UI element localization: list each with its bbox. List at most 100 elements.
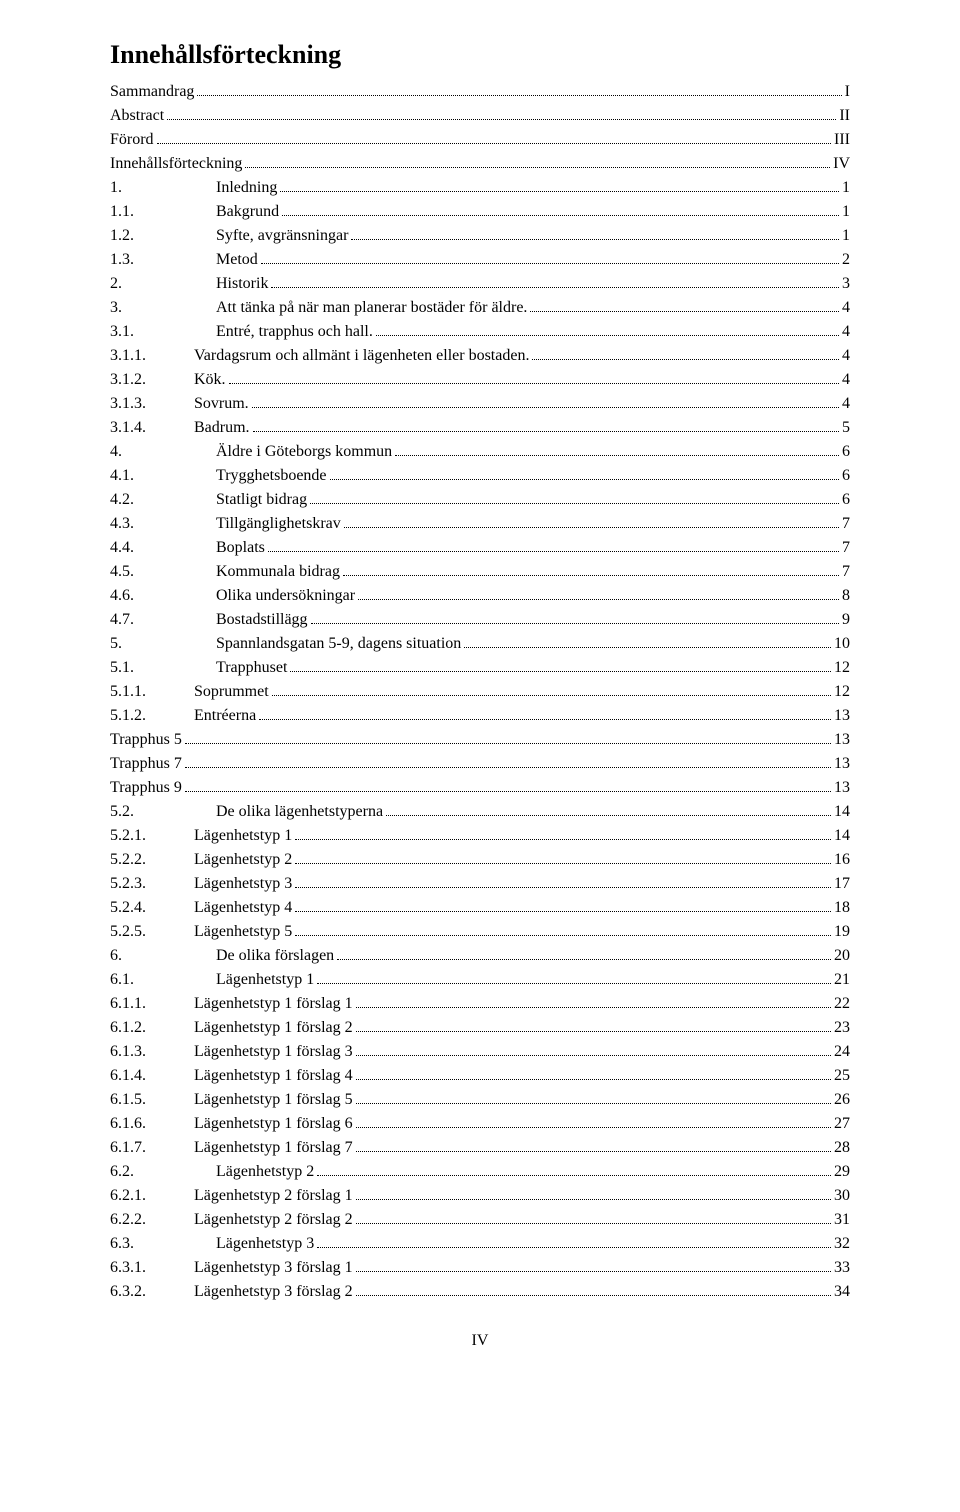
toc-entry: 1.3.Metod2 [110, 248, 850, 272]
toc-entry: 4.5.Kommunala bidrag7 [110, 560, 850, 584]
toc-number: 6.1.7. [110, 1136, 176, 1160]
toc-page: 21 [834, 968, 850, 992]
toc-leader-dots [317, 1247, 831, 1248]
toc-entry: 5.2.3.Lägenhetstyp 317 [110, 872, 850, 896]
toc-leader-dots [356, 1079, 831, 1080]
toc-page: 4 [842, 296, 850, 320]
toc-leader-dots [356, 1223, 831, 1224]
toc-entry: 6.1.2.Lägenhetstyp 1 förslag 223 [110, 1016, 850, 1040]
toc-entry: 4.Äldre i Göteborgs kommun6 [110, 440, 850, 464]
toc-label: Abstract [110, 104, 164, 128]
toc-label: Statligt bidrag [216, 488, 307, 512]
page-title: Innehållsförteckning [110, 40, 850, 70]
toc-leader-dots [386, 815, 831, 816]
toc-label: Lägenhetstyp 1 förslag 7 [194, 1136, 353, 1160]
toc-page: 17 [834, 872, 850, 896]
toc-number: 5.1. [110, 656, 176, 680]
toc-leader-dots [356, 1055, 831, 1056]
toc-page: 12 [834, 680, 850, 704]
toc-number: 6.2.2. [110, 1208, 176, 1232]
toc-leader-dots [376, 335, 839, 336]
toc-leader-dots [395, 455, 839, 456]
toc-leader-dots [295, 887, 831, 888]
toc-entry: 3.1.2.Kök.4 [110, 368, 850, 392]
toc-leader-dots [317, 983, 831, 984]
toc-leader-dots [351, 239, 839, 240]
toc-leader-dots [185, 743, 831, 744]
toc-number: 4.7. [110, 608, 176, 632]
toc-entry: 4.6.Olika undersökningar8 [110, 584, 850, 608]
toc-leader-dots [330, 479, 839, 480]
toc-entry: 6.1.6.Lägenhetstyp 1 förslag 627 [110, 1112, 850, 1136]
toc-label: Kommunala bidrag [216, 560, 340, 584]
toc-number: 6.1. [110, 968, 176, 992]
toc-page: III [834, 128, 850, 152]
toc-leader-dots [280, 191, 839, 192]
toc-entry: 4.7.Bostadstillägg9 [110, 608, 850, 632]
toc-number: 5.2.3. [110, 872, 176, 896]
toc-page: 4 [842, 368, 850, 392]
toc-label: Badrum. [194, 416, 250, 440]
toc-label: Innehållsförteckning [110, 152, 242, 176]
toc-leader-dots [464, 647, 831, 648]
toc-number: 5.1.2. [110, 704, 176, 728]
toc-entry: 5.2.2.Lägenhetstyp 216 [110, 848, 850, 872]
toc-label: Lägenhetstyp 1 förslag 6 [194, 1112, 353, 1136]
toc-entry: 3.Att tänka på när man planerar bostäder… [110, 296, 850, 320]
toc-label: Spannlandsgatan 5-9, dagens situation [216, 632, 461, 656]
toc-label: Entréerna [194, 704, 256, 728]
toc-label: Lägenhetstyp 3 förslag 2 [194, 1280, 353, 1304]
toc-entry: 6.1.7. Lägenhetstyp 1 förslag 7 28 [110, 1136, 850, 1160]
toc-leader-dots [356, 1151, 831, 1152]
toc-number: 6.1.3. [110, 1040, 176, 1064]
toc-leader-dots [272, 695, 831, 696]
toc-page: 16 [834, 848, 850, 872]
toc-label: Lägenhetstyp 1 [216, 968, 314, 992]
toc-leader-dots [310, 503, 839, 504]
toc-page: 25 [834, 1064, 850, 1088]
toc-leader-dots [245, 167, 830, 168]
toc-page: 6 [842, 488, 850, 512]
toc-page: 28 [834, 1136, 850, 1160]
toc-page: II [839, 104, 850, 128]
toc-label: Lägenhetstyp 1 [194, 824, 292, 848]
toc-number: 4.1. [110, 464, 176, 488]
toc-label: Lägenhetstyp 1 förslag 1 [194, 992, 353, 1016]
toc-leader-dots [295, 863, 831, 864]
toc-number: 6.1.5. [110, 1088, 176, 1112]
toc-number: 1.2. [110, 224, 176, 248]
toc-entry: 5.2.5.Lägenhetstyp 519 [110, 920, 850, 944]
toc-number: 6.3.1. [110, 1256, 176, 1280]
toc-label: Soprummet [194, 680, 269, 704]
toc-leader-dots [356, 1127, 831, 1128]
toc-leader-dots [317, 1175, 831, 1176]
toc-page: 13 [834, 704, 850, 728]
toc-page: 23 [834, 1016, 850, 1040]
toc-label: Att tänka på när man planerar bostäder f… [216, 296, 527, 320]
toc-number: 6.3.2. [110, 1280, 176, 1304]
toc-label: Tillgänglighetskrav [216, 512, 341, 536]
toc-number: 4.5. [110, 560, 176, 584]
toc-entry: 3.1.1.Vardagsrum och allmänt i lägenhete… [110, 344, 850, 368]
toc-leader-dots [295, 911, 831, 912]
toc-number: 5.2. [110, 800, 176, 824]
toc-page: 8 [842, 584, 850, 608]
toc-leader-dots [157, 143, 831, 144]
toc-leader-dots [311, 623, 839, 624]
toc-label: Boplats [216, 536, 265, 560]
toc-entry: 6.2.1.Lägenhetstyp 2 förslag 130 [110, 1184, 850, 1208]
toc-page: 24 [834, 1040, 850, 1064]
toc-number: 4. [110, 440, 176, 464]
toc-page: 5 [842, 416, 850, 440]
toc-page: 34 [834, 1280, 850, 1304]
toc-entry: 6.2.2.Lägenhetstyp 2 förslag 231 [110, 1208, 850, 1232]
toc-number: 4.2. [110, 488, 176, 512]
toc-entry: Trapphus 513 [110, 728, 850, 752]
toc-leader-dots [271, 287, 839, 288]
toc-leader-dots [356, 1103, 831, 1104]
toc-page: 13 [834, 776, 850, 800]
toc-number: 4.6. [110, 584, 176, 608]
toc-page: 13 [834, 752, 850, 776]
toc-entry: 5.Spannlandsgatan 5-9, dagens situation1… [110, 632, 850, 656]
toc-label: Kök. [194, 368, 226, 392]
